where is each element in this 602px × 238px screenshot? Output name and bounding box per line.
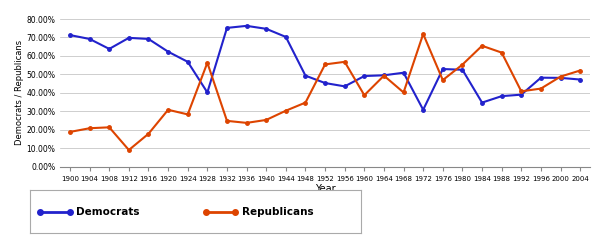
Republicans (400, 91, 407, 94)
Republicans (243, 121, 250, 124)
Democrats (203, 91, 211, 94)
Republicans (164, 108, 172, 111)
Democrats (184, 60, 191, 63)
Republicans (203, 61, 211, 64)
Republicans (439, 79, 447, 82)
Democrats (557, 76, 564, 79)
Democrats (86, 38, 93, 40)
Democrats (380, 74, 388, 77)
Republicans (321, 63, 329, 66)
Text: Republicans: Republicans (242, 207, 314, 217)
Democrats (577, 78, 584, 81)
Democrats (439, 68, 447, 70)
Line: Republicans: Republicans (68, 32, 582, 152)
Republicans (538, 87, 545, 90)
Democrats (282, 35, 290, 38)
Republicans (302, 101, 309, 104)
Democrats (538, 76, 545, 79)
Line: Democrats: Democrats (68, 24, 582, 112)
Republicans (459, 63, 466, 66)
Democrats (479, 101, 486, 104)
Republicans (125, 149, 132, 151)
Democrats (223, 26, 231, 29)
Democrats (459, 68, 466, 71)
Republicans (105, 126, 113, 129)
Democrats (125, 36, 132, 39)
Democrats (164, 50, 172, 53)
Democrats (518, 93, 525, 96)
Republicans (184, 113, 191, 116)
Democrats (262, 27, 270, 30)
Republicans (361, 94, 368, 97)
Republicans (498, 51, 505, 54)
Democrats (420, 108, 427, 111)
X-axis label: Year: Year (315, 184, 335, 194)
Democrats (361, 74, 368, 77)
Democrats (66, 34, 73, 36)
Democrats (145, 38, 152, 40)
Democrats (498, 95, 505, 98)
Republicans (557, 75, 564, 78)
Y-axis label: Democrats / Republicans: Democrats / Republicans (14, 40, 23, 145)
Republicans (86, 127, 93, 130)
Republicans (341, 60, 349, 63)
Republicans (380, 74, 388, 77)
Republicans (282, 109, 290, 112)
Democrats (105, 48, 113, 50)
Text: Democrats: Democrats (76, 207, 140, 217)
Democrats (400, 71, 407, 74)
Republicans (420, 33, 427, 35)
Democrats (302, 74, 309, 77)
Republicans (145, 132, 152, 135)
Democrats (243, 25, 250, 27)
Republicans (262, 119, 270, 121)
Democrats (341, 85, 349, 88)
Republicans (518, 90, 525, 93)
Republicans (479, 44, 486, 47)
Republicans (223, 119, 231, 122)
Republicans (577, 69, 584, 72)
Republicans (66, 130, 73, 133)
Democrats (321, 82, 329, 84)
